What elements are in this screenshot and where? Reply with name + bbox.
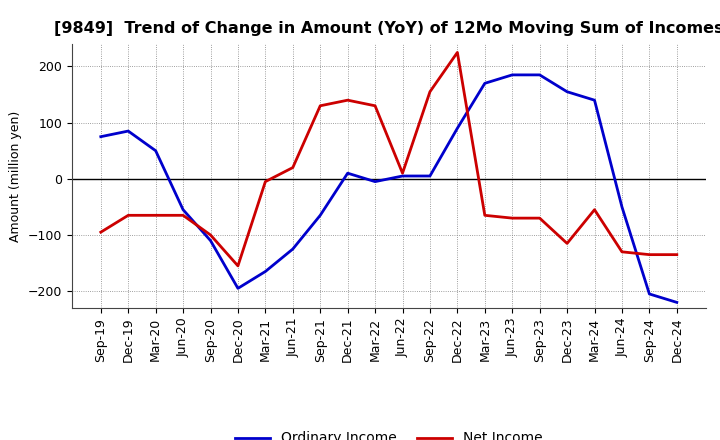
Net Income xyxy=(508,216,516,221)
Net Income xyxy=(563,241,572,246)
Net Income xyxy=(590,207,599,213)
Net Income xyxy=(151,213,160,218)
Ordinary Income xyxy=(233,286,242,291)
Net Income xyxy=(645,252,654,257)
Ordinary Income xyxy=(179,207,187,213)
Net Income xyxy=(618,249,626,254)
Ordinary Income xyxy=(96,134,105,139)
Net Income xyxy=(206,232,215,238)
Ordinary Income xyxy=(672,300,681,305)
Net Income xyxy=(179,213,187,218)
Ordinary Income xyxy=(508,72,516,77)
Net Income xyxy=(96,230,105,235)
Ordinary Income xyxy=(536,72,544,77)
Net Income xyxy=(289,165,297,170)
Net Income xyxy=(371,103,379,108)
Line: Ordinary Income: Ordinary Income xyxy=(101,75,677,302)
Net Income xyxy=(316,103,325,108)
Ordinary Income xyxy=(151,148,160,154)
Ordinary Income xyxy=(124,128,132,134)
Net Income xyxy=(536,216,544,221)
Ordinary Income xyxy=(371,179,379,184)
Ordinary Income xyxy=(453,125,462,131)
Ordinary Income xyxy=(206,238,215,243)
Net Income xyxy=(124,213,132,218)
Net Income xyxy=(480,213,489,218)
Ordinary Income xyxy=(645,291,654,297)
Ordinary Income xyxy=(289,246,297,252)
Net Income xyxy=(453,50,462,55)
Ordinary Income xyxy=(618,204,626,209)
Ordinary Income xyxy=(590,98,599,103)
Ordinary Income xyxy=(261,269,270,274)
Ordinary Income xyxy=(343,171,352,176)
Net Income xyxy=(261,179,270,184)
Title: [9849]  Trend of Change in Amount (YoY) of 12Mo Moving Sum of Incomes: [9849] Trend of Change in Amount (YoY) o… xyxy=(54,21,720,36)
Y-axis label: Amount (million yen): Amount (million yen) xyxy=(9,110,22,242)
Legend: Ordinary Income, Net Income: Ordinary Income, Net Income xyxy=(229,426,549,440)
Ordinary Income xyxy=(480,81,489,86)
Line: Net Income: Net Income xyxy=(101,52,677,266)
Net Income xyxy=(233,263,242,268)
Net Income xyxy=(398,171,407,176)
Net Income xyxy=(343,98,352,103)
Net Income xyxy=(672,252,681,257)
Ordinary Income xyxy=(398,173,407,179)
Ordinary Income xyxy=(426,173,434,179)
Ordinary Income xyxy=(316,213,325,218)
Net Income xyxy=(426,89,434,95)
Ordinary Income xyxy=(563,89,572,95)
